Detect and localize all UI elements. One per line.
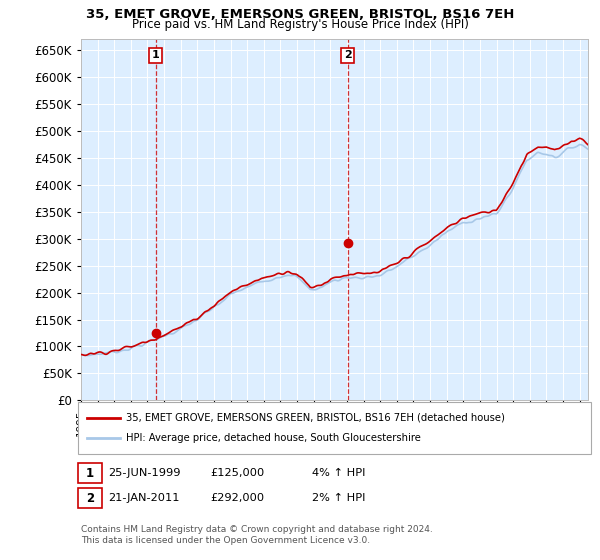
Text: £292,000: £292,000 [210,493,264,503]
Text: 25-JUN-1999: 25-JUN-1999 [108,468,181,478]
Text: 35, EMET GROVE, EMERSONS GREEN, BRISTOL, BS16 7EH (detached house): 35, EMET GROVE, EMERSONS GREEN, BRISTOL,… [126,413,505,423]
Text: 2% ↑ HPI: 2% ↑ HPI [312,493,365,503]
Text: 1: 1 [86,466,94,480]
Text: 2: 2 [344,50,352,60]
Text: HPI: Average price, detached house, South Gloucestershire: HPI: Average price, detached house, Sout… [126,433,421,443]
Text: Price paid vs. HM Land Registry's House Price Index (HPI): Price paid vs. HM Land Registry's House … [131,18,469,31]
Text: 21-JAN-2011: 21-JAN-2011 [108,493,179,503]
Text: 2: 2 [86,492,94,505]
Text: 1: 1 [152,50,160,60]
Text: 4% ↑ HPI: 4% ↑ HPI [312,468,365,478]
Text: Contains HM Land Registry data © Crown copyright and database right 2024.
This d: Contains HM Land Registry data © Crown c… [81,525,433,545]
Text: £125,000: £125,000 [210,468,264,478]
Text: 35, EMET GROVE, EMERSONS GREEN, BRISTOL, BS16 7EH: 35, EMET GROVE, EMERSONS GREEN, BRISTOL,… [86,8,514,21]
